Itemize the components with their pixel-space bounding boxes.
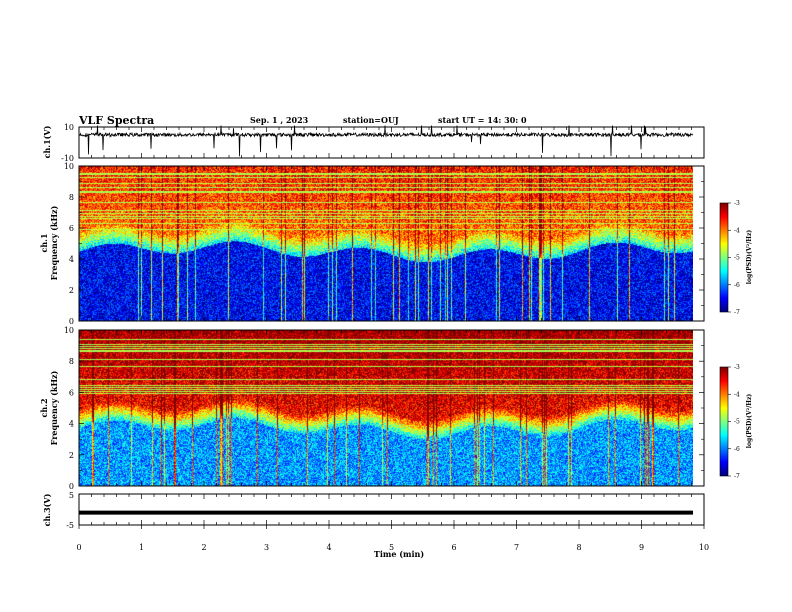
x-tick-label: 5 xyxy=(389,543,394,552)
ch1-spectrogram-yticks: 0 2 4 6 8 10 xyxy=(64,162,704,326)
x-axis-label: Time (min) xyxy=(374,549,424,559)
ch1-spectrogram-ylabel-channel: ch.1 xyxy=(39,233,49,252)
colorbar-tick-label: -6 xyxy=(734,446,740,453)
ch1-ylabel: ch.1(V) xyxy=(42,125,52,158)
y-tick-label: 2 xyxy=(69,286,74,295)
ch2-spectrogram-ylabel-channel: ch.2 xyxy=(39,398,49,417)
station-label: station=OUJ xyxy=(343,115,399,125)
ch2-spectrogram-ylabel-frequency: Frequency (kHz) xyxy=(49,370,59,445)
colorbar-tick-label: -7 xyxy=(734,473,740,480)
figure-title: VLF Spectra xyxy=(78,114,154,127)
start-time-label: start UT = 14: 30: 0 xyxy=(438,115,527,125)
y-tick-label: 6 xyxy=(69,224,74,233)
y-tick-label: 4 xyxy=(69,255,74,264)
x-tick-label: 2 xyxy=(201,543,206,552)
date-label: Sep. 1 , 2023 xyxy=(250,115,309,125)
colorbar-tick-label: -7 xyxy=(734,309,740,316)
ch3-ytick-top: 5 xyxy=(69,491,74,500)
ch1-spectrogram-ylabel-frequency: Frequency (kHz) xyxy=(49,205,59,280)
ch2-spectrogram-yticks: 0 2 4 6 8 10 xyxy=(64,326,704,491)
ch2-spectrogram-xticks xyxy=(78,330,705,486)
colorbar-tick-label: -3 xyxy=(734,364,740,371)
ch3-ylabel: ch.3(V) xyxy=(42,493,52,526)
y-tick-label: 10 xyxy=(64,162,74,171)
ch1-ytick-top: 10 xyxy=(64,123,74,132)
colorbar-tick-label: -4 xyxy=(734,227,740,234)
y-tick-label: 6 xyxy=(69,388,74,397)
x-tick-label: 0 xyxy=(76,543,81,552)
colorbar-tick-label: -6 xyxy=(734,282,740,289)
ch3-frame xyxy=(78,493,705,526)
ch1-waveform-panel: 10 -10 ch.1(V) xyxy=(42,123,705,163)
y-tick-label: 4 xyxy=(69,420,74,429)
x-tick-label: 9 xyxy=(639,543,644,552)
colorbar-tick-label: -3 xyxy=(734,200,740,207)
y-tick-label: 8 xyxy=(69,193,74,202)
x-tick-label: 7 xyxy=(514,543,519,552)
ch1-colorbar-ticks: -3 -4 -5 -6 -7 xyxy=(728,200,740,316)
ch2-colorbar xyxy=(720,367,728,476)
x-tick-label: 4 xyxy=(326,543,331,552)
y-tick-label: 0 xyxy=(69,482,74,491)
colorbar-tick-label: -5 xyxy=(734,419,740,426)
ch1-waveform-frame xyxy=(78,126,705,159)
ch3-ytick-bottom: -5 xyxy=(66,521,74,530)
y-tick-label: 0 xyxy=(69,317,74,326)
x-tick-labels: 0 1 2 3 4 5 6 7 8 9 10 xyxy=(76,543,709,552)
ch3-panel: 5 -5 ch.3(V) 0 1 2 3 4 5 6 7 8 9 10 Time (min) xyxy=(42,491,709,559)
ch2-spectrogram-image xyxy=(79,330,693,486)
ch1-ytick-bottom: -10 xyxy=(61,154,74,163)
ch2-colorbar-label: log(PSD)(V²/Hz) xyxy=(746,394,753,449)
ch1-spectrogram-xticks xyxy=(78,166,705,321)
x-tick-label: 1 xyxy=(139,543,144,552)
colorbar-tick-label: -4 xyxy=(734,391,740,398)
ch1-waveform-ticks xyxy=(78,127,705,158)
y-tick-label: 8 xyxy=(69,357,74,366)
ch3-ticks xyxy=(78,494,705,529)
colorbar-tick-label: -5 xyxy=(734,255,740,262)
y-tick-label: 10 xyxy=(64,326,74,335)
ch1-colorbar-label: log(PSD)(V²/Hz) xyxy=(746,230,753,285)
ch2-colorbar-ticks: -3 -4 -5 -6 -7 xyxy=(728,364,740,480)
ch1-spectrogram-image xyxy=(79,166,693,321)
y-tick-label: 2 xyxy=(69,451,74,460)
ch1-colorbar xyxy=(720,203,728,312)
x-tick-label: 8 xyxy=(576,543,581,552)
x-tick-label: 3 xyxy=(264,543,269,552)
x-tick-label: 10 xyxy=(699,543,709,552)
x-tick-label: 6 xyxy=(451,543,456,552)
ch1-waveform-line xyxy=(78,125,694,157)
